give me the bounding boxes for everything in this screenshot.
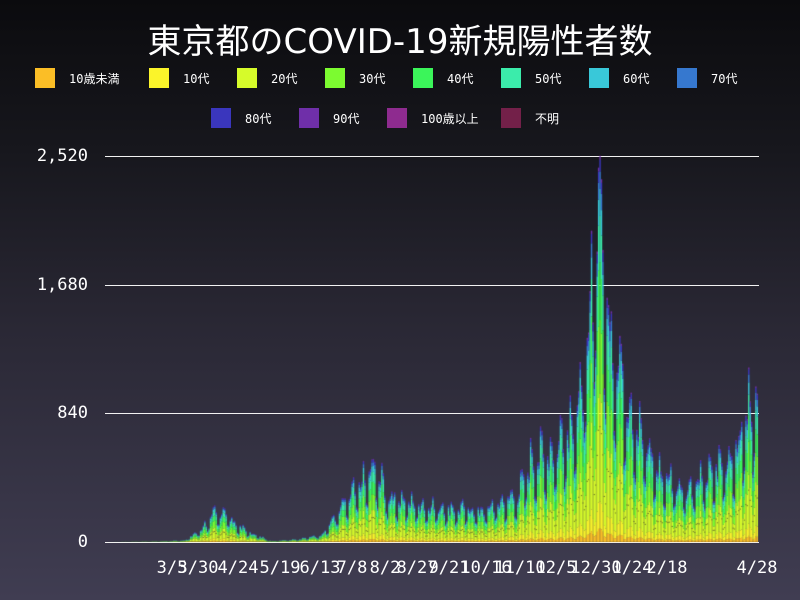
x-tick-label: 11/10: [494, 558, 546, 578]
x-tick-label: 8/27: [396, 558, 438, 578]
x-tick-label: 5/19: [259, 558, 301, 578]
x-tick-label: 1/24: [611, 558, 653, 578]
x-tick-label: 4/24: [217, 558, 259, 578]
x-tick-label: 3/5: [156, 558, 188, 578]
x-tick-label: 8/2: [369, 558, 401, 578]
x-tick-label: 7/8: [336, 558, 368, 578]
x-tick-label: 3/30: [177, 558, 219, 578]
x-tick-label: 12/5: [535, 558, 577, 578]
x-tick-label: 2/18: [646, 558, 688, 578]
x-tick-label: 4/28: [736, 558, 778, 578]
x-tick-label: 10/16: [460, 558, 512, 578]
x-tick-label: 12/30: [570, 558, 622, 578]
x-tick-label: 6/13: [299, 558, 341, 578]
x-tick-label: 9/21: [428, 558, 470, 578]
